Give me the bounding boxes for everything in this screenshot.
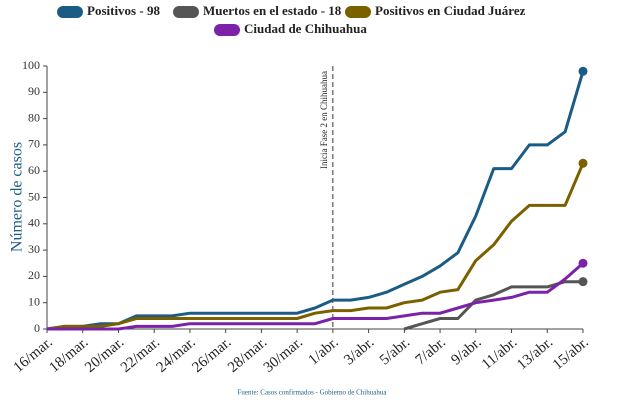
y-tick-label: 100 bbox=[22, 58, 40, 72]
x-tick-label: 7/abr. bbox=[413, 334, 449, 368]
y-tick-label: 10 bbox=[28, 294, 40, 308]
end-point bbox=[578, 158, 588, 168]
x-tick-label: 9/abr. bbox=[448, 334, 484, 368]
x-tick-label: 18/mar. bbox=[46, 334, 91, 375]
x-tick-label: 26/mar. bbox=[189, 334, 234, 375]
y-tick-label: 30 bbox=[28, 242, 40, 256]
x-tick-label: 1/abr. bbox=[306, 334, 342, 368]
y-tick-label: 20 bbox=[28, 268, 40, 282]
legend-marker bbox=[57, 6, 83, 18]
x-tick-label: 20/mar. bbox=[82, 334, 127, 375]
legend-marker bbox=[214, 24, 240, 36]
legend-marker bbox=[173, 6, 199, 18]
x-tick-label: 30/mar. bbox=[261, 334, 306, 375]
x-tick-label: 28/mar. bbox=[225, 334, 270, 375]
series-line bbox=[46, 162, 585, 331]
y-tick-label: 0 bbox=[34, 321, 40, 335]
legend-label: Positivos - 98 bbox=[87, 3, 160, 18]
x-tick-label: 24/mar. bbox=[154, 334, 199, 375]
x-tick-label: 3/abr. bbox=[341, 334, 377, 368]
end-point bbox=[578, 66, 588, 76]
y-tick-label: 80 bbox=[28, 110, 40, 124]
end-point bbox=[578, 277, 588, 287]
legend-marker bbox=[345, 6, 371, 18]
legend-label: Muertos en el estado - 18 bbox=[203, 3, 342, 18]
y-tick-label: 60 bbox=[28, 163, 40, 177]
x-tick-label: 16/mar. bbox=[11, 334, 56, 375]
y-tick-label: 50 bbox=[28, 189, 40, 203]
series-line bbox=[46, 70, 585, 331]
series-line bbox=[403, 280, 583, 331]
x-tick-label: 13/abr. bbox=[514, 334, 556, 373]
annotation-text: Inicia Fase 2 en Chihuahua bbox=[319, 71, 329, 169]
x-tick-label: 11/abr. bbox=[479, 334, 520, 372]
legend-label: Ciudad de Chihuahua bbox=[244, 21, 367, 36]
x-tick-label: 5/abr. bbox=[377, 334, 413, 368]
source-note: Fuente: Casos confirmados - Gobierno de … bbox=[238, 389, 388, 397]
y-axis-label: Número de casos bbox=[9, 142, 26, 252]
series-line bbox=[47, 262, 584, 331]
y-tick-label: 90 bbox=[28, 84, 40, 98]
y-tick-label: 70 bbox=[28, 137, 40, 151]
x-tick-label: 15/abr. bbox=[550, 334, 592, 373]
x-tick-label: 22/mar. bbox=[118, 334, 163, 375]
legend-label: Positivos en Ciudad Juárez bbox=[375, 3, 526, 18]
end-point bbox=[578, 258, 588, 268]
y-tick-label: 40 bbox=[28, 216, 40, 230]
